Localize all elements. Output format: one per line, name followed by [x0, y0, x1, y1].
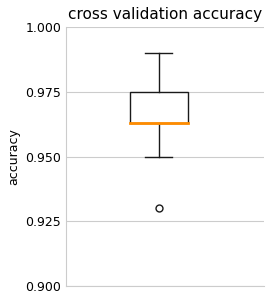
Y-axis label: accuracy: accuracy [7, 128, 20, 185]
Bar [130, 92, 188, 123]
Title: cross validation accuracy: cross validation accuracy [68, 7, 262, 22]
